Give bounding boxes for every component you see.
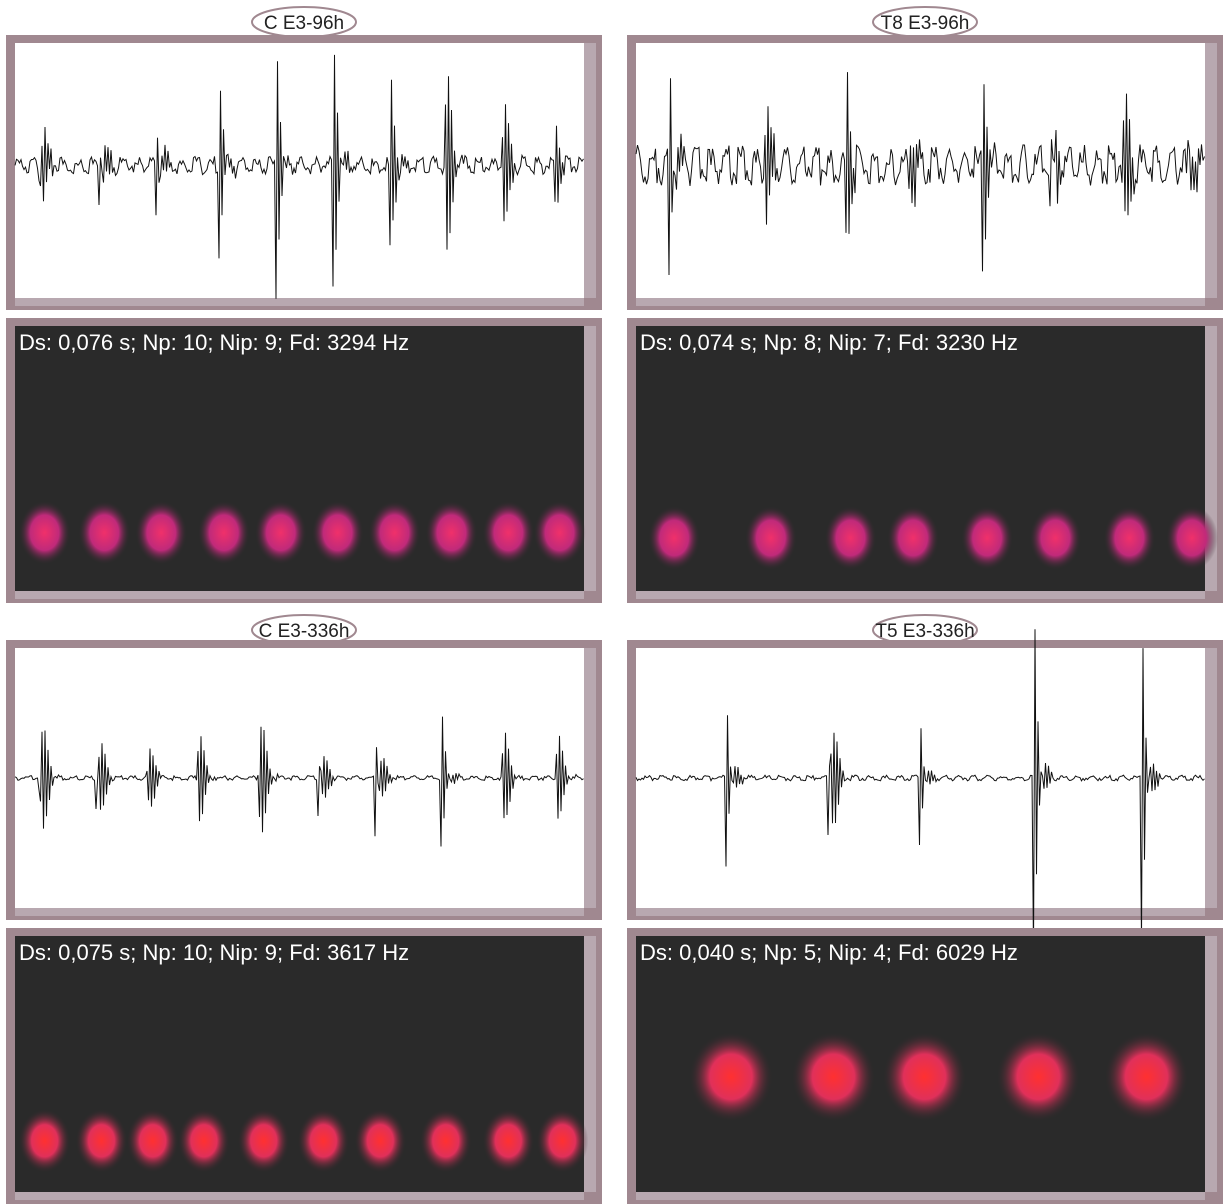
energy-blob <box>18 1108 71 1173</box>
energy-blob <box>961 506 1014 570</box>
spectrogram-time-axis <box>15 1192 584 1200</box>
energy-blob <box>177 1108 230 1173</box>
energy-blob <box>237 1108 290 1173</box>
energy-blob <box>996 1031 1081 1122</box>
time-axis <box>636 908 1205 916</box>
time-axis <box>636 298 1205 306</box>
energy-blob <box>882 1031 967 1122</box>
oscillogram-area <box>15 648 584 908</box>
waveform <box>635 72 1205 276</box>
energy-blob <box>791 1031 876 1122</box>
energy-blob <box>482 500 535 565</box>
spectrogram-time-axis <box>15 591 584 599</box>
frequency-scale <box>584 326 596 591</box>
spectrogram-caption: Ds: 0,040 s; Np: 5; Nip: 4; Fd: 6029 Hz <box>640 940 1018 965</box>
panel-title: T5 E3-336h <box>875 621 974 642</box>
time-axis <box>15 298 584 306</box>
energy-blob <box>689 1031 774 1122</box>
energy-blob <box>311 500 364 565</box>
frequency-scale <box>584 936 596 1192</box>
energy-blob <box>78 500 131 565</box>
amplitude-scale <box>1205 648 1217 908</box>
waveform <box>635 629 1205 953</box>
amplitude-scale <box>584 648 596 908</box>
energy-blob <box>824 506 877 570</box>
energy-blob <box>1165 506 1218 570</box>
energy-blob <box>1103 506 1156 570</box>
waveform <box>14 716 584 847</box>
energy-blob <box>419 1108 472 1173</box>
spectrogram-time-axis <box>636 591 1205 599</box>
amplitude-scale <box>584 43 596 298</box>
energy-blob <box>18 500 71 565</box>
energy-blob <box>135 500 188 565</box>
energy-blob <box>297 1108 350 1173</box>
energy-blob <box>354 1108 407 1173</box>
waveform <box>14 54 584 299</box>
panel-title: C E3-96h <box>264 13 344 34</box>
energy-blob <box>254 500 307 565</box>
panel-title: C E3-336h <box>259 621 350 642</box>
time-axis <box>15 908 584 916</box>
panel-title: T8 E3-96h <box>881 13 970 34</box>
energy-blob <box>536 1108 589 1173</box>
energy-blob <box>126 1108 179 1173</box>
spectrogram-caption: Ds: 0,074 s; Np: 8; Nip: 7; Fd: 3230 Hz <box>640 330 1018 355</box>
oscillogram-area <box>636 43 1205 298</box>
energy-blob <box>533 500 586 565</box>
spectrogram-caption: Ds: 0,075 s; Np: 10; Nip: 9; Fd: 3617 Hz <box>19 940 409 965</box>
spectrogram-time-axis <box>636 1192 1205 1200</box>
frequency-scale <box>1205 936 1217 1192</box>
energy-blob <box>482 1108 535 1173</box>
amplitude-scale <box>1205 43 1217 298</box>
energy-blob <box>1029 506 1082 570</box>
energy-blob <box>648 506 701 570</box>
energy-blob <box>197 500 250 565</box>
energy-blob <box>1104 1031 1189 1122</box>
energy-blob <box>887 506 940 570</box>
energy-blob <box>425 500 478 565</box>
energy-blob <box>75 1108 128 1173</box>
energy-blob <box>368 500 421 565</box>
spectrogram-caption: Ds: 0,076 s; Np: 10; Nip: 9; Fd: 3294 Hz <box>19 330 409 355</box>
energy-blob <box>744 506 797 570</box>
